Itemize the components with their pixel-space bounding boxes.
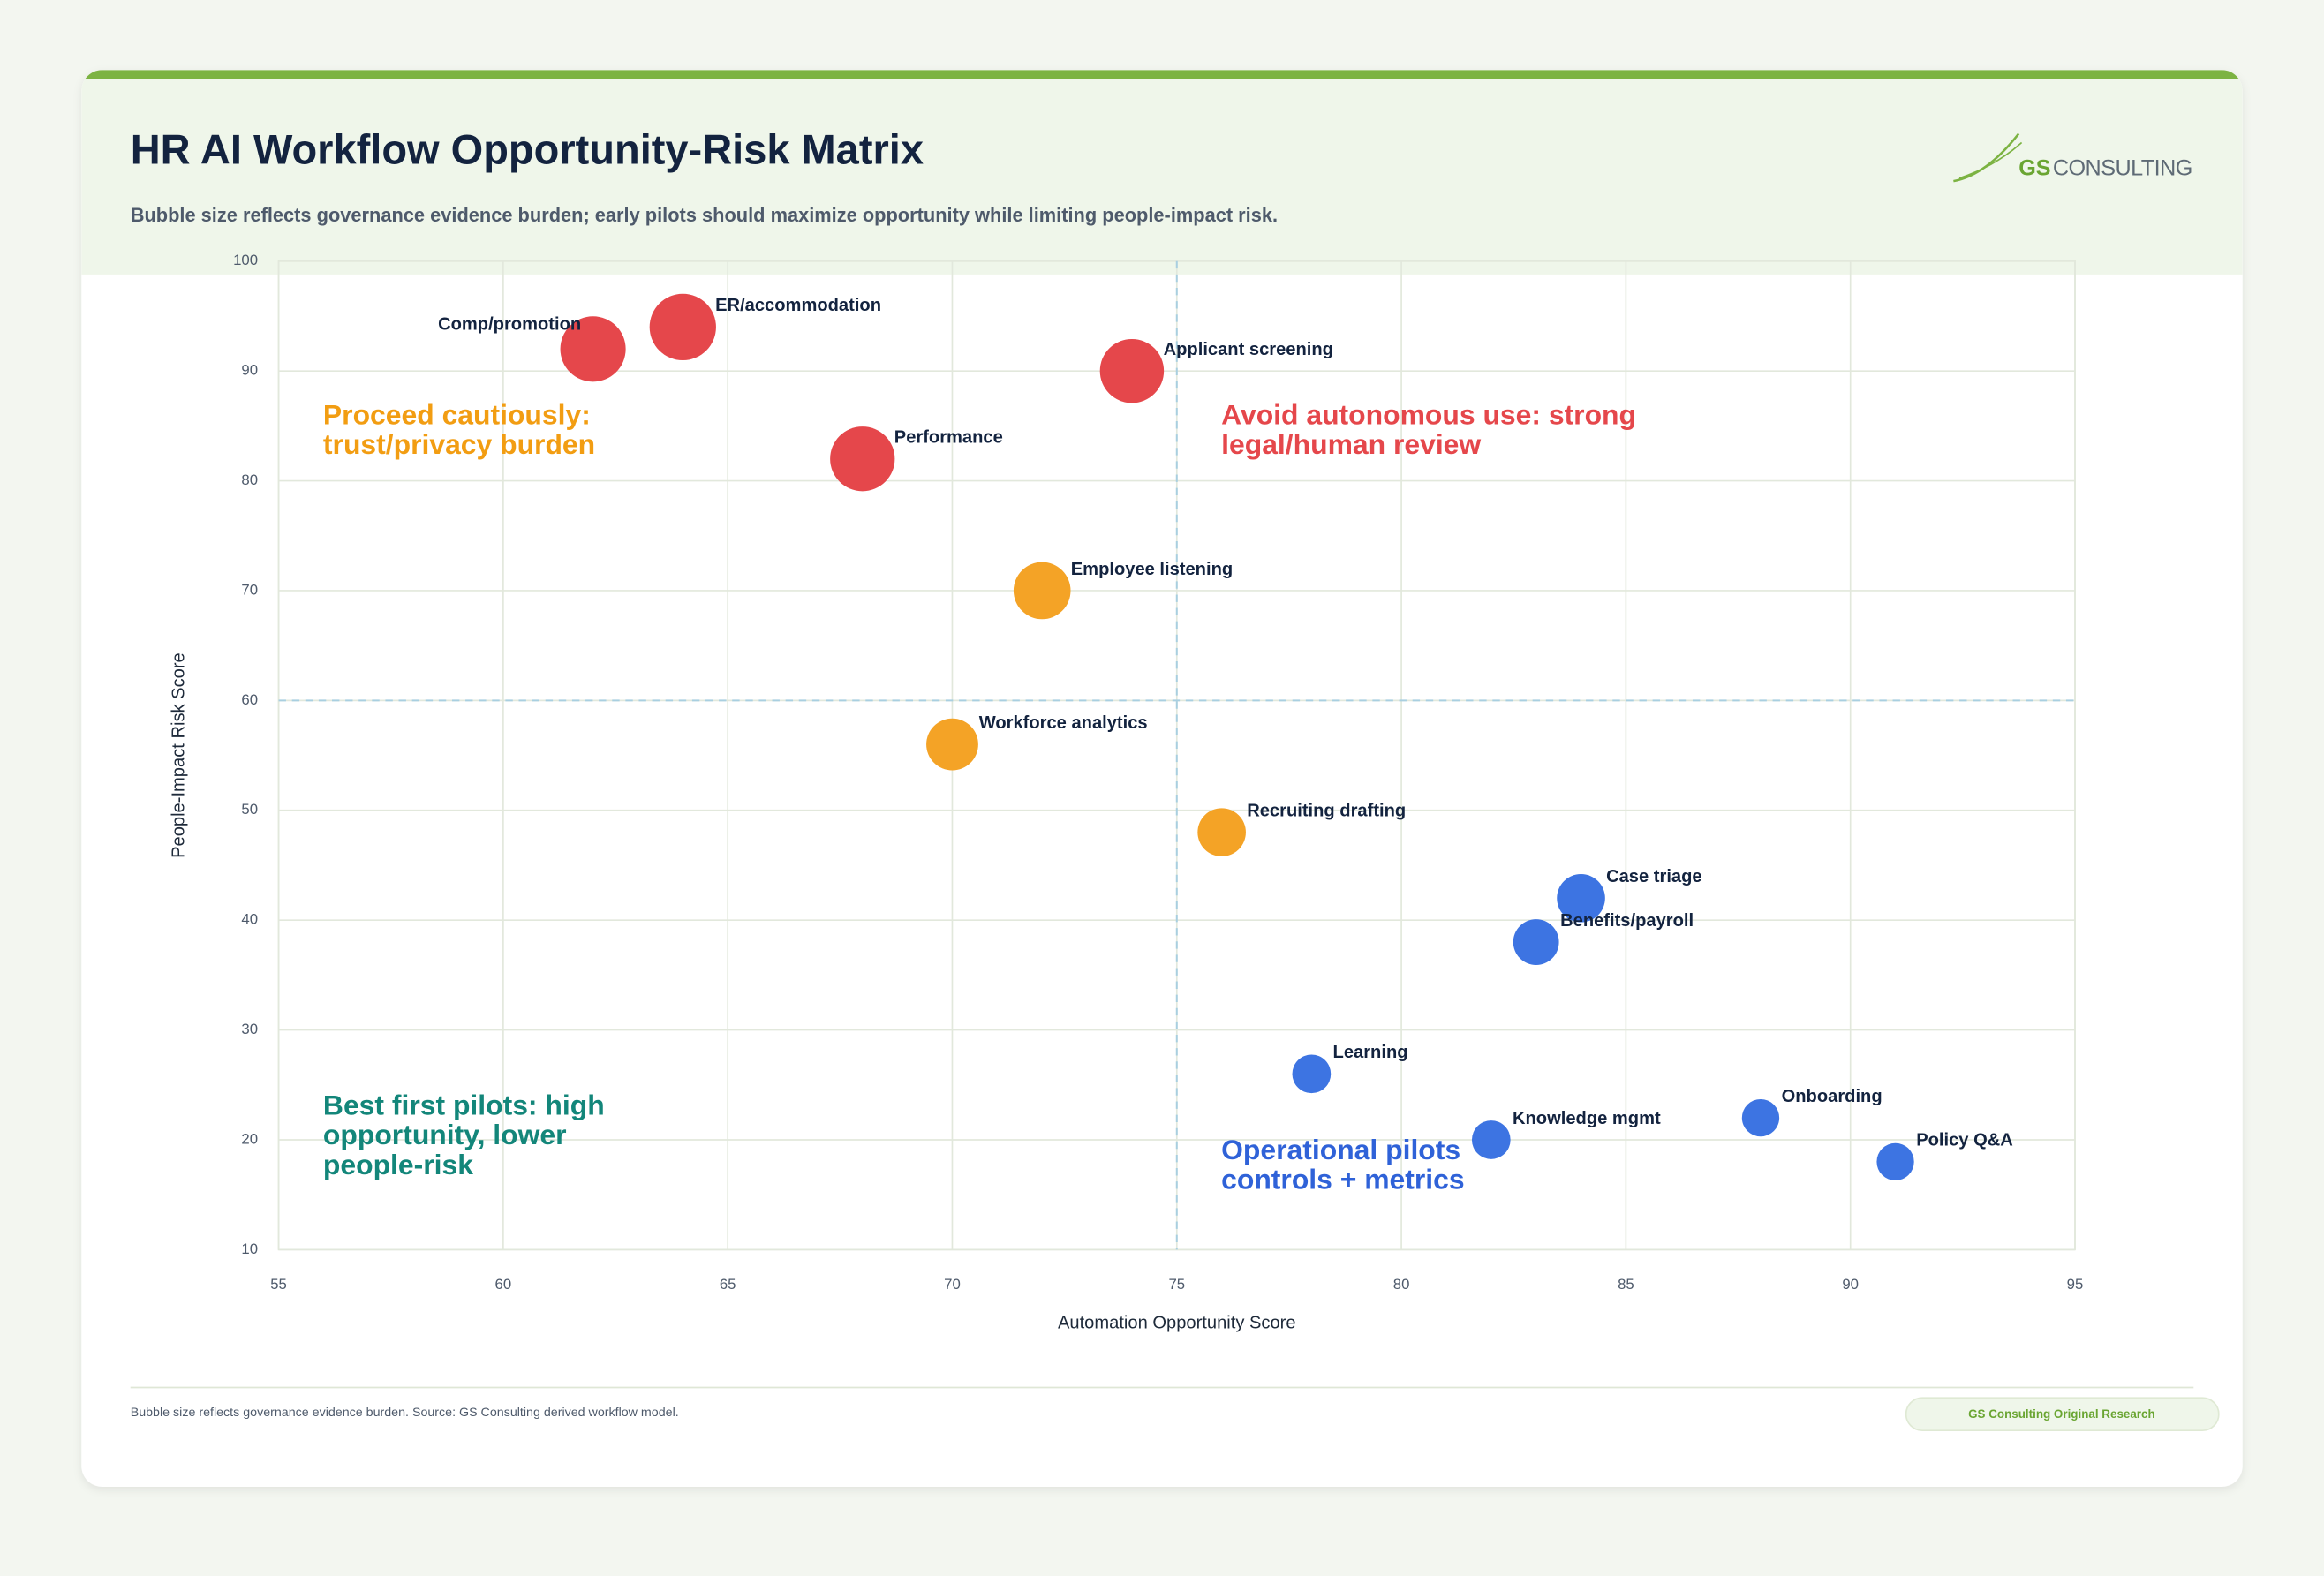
quadrant-label: people-risk	[323, 1149, 473, 1180]
bubble	[1557, 873, 1605, 923]
x-tick-label: 60	[495, 1276, 512, 1293]
quadrant-label: opportunity, lower	[323, 1119, 567, 1150]
bubble	[830, 426, 895, 492]
bubble-label: Recruiting drafting	[1247, 801, 1406, 820]
x-tick-label: 90	[1842, 1276, 1859, 1293]
page-title: HR AI Workflow Opportunity-Risk Matrix	[131, 126, 924, 173]
x-tick-label: 85	[1618, 1276, 1634, 1293]
y-tick-label: 40	[241, 911, 258, 928]
bubble	[1197, 808, 1246, 856]
logo: GS CONSULTING	[1953, 132, 2192, 183]
quadrant-label: Proceed cautiously:	[323, 398, 591, 430]
badge-text: GS Consulting Original Research	[1968, 1407, 2155, 1421]
logo-mark: GS	[2018, 155, 2050, 180]
y-tick-label: 20	[241, 1130, 258, 1147]
quadrant-label: Best first pilots: high	[323, 1090, 605, 1121]
x-tick-label: 80	[1393, 1276, 1410, 1293]
quadrant-label: Operational pilots	[1221, 1134, 1460, 1165]
bubble-label: Knowledge mgmt	[1513, 1109, 1661, 1128]
x-tick-label: 55	[270, 1276, 287, 1293]
bubble	[1513, 919, 1559, 965]
header-band	[81, 79, 2243, 275]
bubble	[1013, 562, 1071, 620]
y-tick-label: 70	[241, 581, 258, 598]
bubble	[1741, 1098, 1780, 1137]
quadrant-label: Avoid autonomous use: strong	[1221, 398, 1636, 430]
x-tick-label: 65	[720, 1276, 736, 1293]
bubble	[926, 718, 978, 771]
card	[81, 70, 2243, 1487]
bubble-label: Employee listening	[1071, 560, 1233, 579]
bubble	[1471, 1120, 1511, 1159]
quadrant-label: controls + metrics	[1221, 1164, 1464, 1195]
x-tick-label: 95	[2067, 1276, 2084, 1293]
bubble	[1292, 1054, 1332, 1094]
subtitle: Bubble size reflects governance evidence…	[131, 204, 1278, 226]
bubble-label: ER/accommodation	[715, 296, 881, 315]
logo-swoosh	[1958, 141, 2023, 179]
y-tick-label: 60	[241, 691, 258, 708]
x-tick-label: 70	[944, 1276, 961, 1293]
x-tick-label: 75	[1168, 1276, 1185, 1293]
bubble	[649, 293, 716, 361]
bubble	[1099, 338, 1165, 403]
badge	[1905, 1397, 2220, 1431]
quadrant-label: trust/privacy burden	[323, 428, 595, 460]
y-tick-label: 10	[241, 1240, 258, 1257]
bubble	[560, 316, 626, 382]
bubble-label: Case triage	[1606, 867, 1702, 886]
quadrant-label: legal/human review	[1221, 428, 1481, 460]
footnote: Bubble size reflects governance evidence…	[131, 1406, 679, 1420]
y-tick-label: 50	[241, 801, 258, 818]
bubble-label: Benefits/payroll	[1560, 911, 1694, 931]
y-tick-label: 80	[241, 471, 258, 488]
bubble-label: Workforce analytics	[979, 713, 1148, 733]
x-axis-title: Automation Opportunity Score	[1058, 1314, 1296, 1333]
plot-area: 10 20 30 40 50 60 70 80 90 100 55 60 65 70 75 80 85 90 95 A…	[169, 252, 2083, 1332]
y-tick-label: 30	[241, 1021, 258, 1037]
top-bar	[81, 70, 2243, 79]
y-tick-label: 90	[241, 362, 258, 379]
bubble-label: Learning	[1333, 1043, 1408, 1062]
y-axis-title: People-Impact Risk Score	[169, 652, 188, 858]
bubble-label: Policy Q&A	[1916, 1131, 2013, 1150]
bubble-label: Comp/promotion	[438, 315, 581, 335]
bubble-label: Performance	[894, 428, 1003, 448]
y-tick-label: 100	[233, 252, 258, 268]
bubble-label: Onboarding	[1782, 1087, 1883, 1106]
bubble-label: Applicant screening	[1164, 340, 1333, 359]
logo-text: CONSULTING	[2053, 155, 2192, 180]
bubble	[1876, 1142, 1914, 1181]
